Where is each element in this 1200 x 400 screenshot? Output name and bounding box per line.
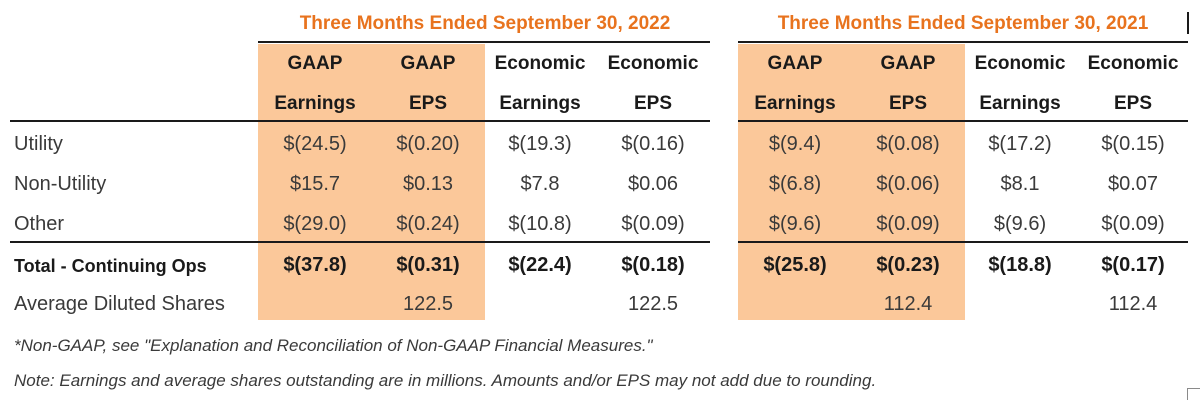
- header-rule-right: [738, 120, 1188, 122]
- corner-marker: [1187, 388, 1200, 400]
- cell: $(29.0): [283, 213, 347, 235]
- cell: $(6.8): [768, 173, 822, 195]
- total-rule-right: [738, 241, 1188, 243]
- col-header-econ-earnings-2022: Economic: [494, 53, 586, 74]
- cell: $7.8: [520, 173, 560, 195]
- col-subheader-econ-eps-2022: EPS: [633, 93, 673, 114]
- period-title-2021: Three Months Ended September 30, 2021: [777, 13, 1149, 34]
- row-label-utility: Utility: [14, 133, 63, 155]
- cell: $(37.8): [283, 254, 347, 276]
- cell: $(0.09): [1101, 213, 1165, 235]
- cell: $(9.4): [768, 133, 822, 155]
- cell: 122.5: [402, 293, 454, 315]
- cell: $0.07: [1107, 173, 1159, 195]
- cell: $(0.15): [1101, 133, 1165, 155]
- period-rule-2021: [738, 41, 1188, 43]
- col-header-econ-eps-2021: Economic: [1087, 53, 1179, 74]
- cell: $(0.09): [621, 213, 685, 235]
- col-subheader-econ-eps-2021: EPS: [1113, 93, 1153, 114]
- cell: $(25.8): [763, 254, 827, 276]
- cell: $15.7: [289, 173, 341, 195]
- footnote-units-rounding: Note: Earnings and average shares outsta…: [14, 371, 877, 390]
- col-header-gaap-eps-2021: GAAP: [880, 53, 936, 74]
- col-subheader-econ-earnings-2021: Earnings: [979, 93, 1061, 114]
- cell: 122.5: [627, 293, 679, 315]
- cell: $0.13: [402, 173, 454, 195]
- cell: $(0.23): [876, 254, 940, 276]
- total-rule-left: [10, 241, 710, 243]
- header-rule-left: [10, 120, 710, 122]
- cell: $(9.6): [768, 213, 822, 235]
- cell: $(22.4): [508, 254, 572, 276]
- col-header-gaap-eps-2022: GAAP: [400, 53, 456, 74]
- cell: $(0.31): [396, 254, 460, 276]
- cell: 112.4: [1108, 293, 1158, 315]
- right-edge-marker: [1187, 12, 1189, 34]
- col-subheader-gaap-eps-2021: EPS: [888, 93, 928, 114]
- col-header-gaap-earnings-2021: GAAP: [767, 53, 823, 74]
- cell: $0.06: [627, 173, 679, 195]
- period-rule-2022: [258, 41, 710, 43]
- cell: $(0.17): [1101, 254, 1165, 276]
- footnote-non-gaap: *Non-GAAP, see "Explanation and Reconcil…: [14, 336, 653, 355]
- col-subheader-gaap-eps-2022: EPS: [408, 93, 448, 114]
- gaap-2021-highlight: [738, 44, 965, 320]
- cell: $(0.06): [876, 173, 940, 195]
- row-label-non-utility: Non-Utility: [14, 173, 107, 195]
- cell: $(0.24): [396, 213, 460, 235]
- cell: $(10.8): [508, 213, 572, 235]
- cell: $8.1: [1000, 173, 1040, 195]
- row-label-other: Other: [14, 213, 65, 235]
- cell: $(0.16): [621, 133, 685, 155]
- cell: $(0.20): [396, 133, 460, 155]
- col-subheader-gaap-earnings-2022: Earnings: [274, 93, 356, 114]
- cell: 112.4: [883, 293, 933, 315]
- period-title-2022: Three Months Ended September 30, 2022: [299, 13, 671, 34]
- cell: $(19.3): [508, 133, 572, 155]
- cell: $(18.8): [988, 254, 1052, 276]
- col-header-gaap-earnings-2022: GAAP: [287, 53, 343, 74]
- col-header-econ-eps-2022: Economic: [607, 53, 699, 74]
- col-header-econ-earnings-2021: Economic: [974, 53, 1066, 74]
- row-label-average-diluted-shares: Average Diluted Shares: [14, 293, 225, 315]
- cell: $(17.2): [988, 133, 1052, 155]
- cell: $(9.6): [993, 213, 1047, 235]
- cell: $(0.18): [621, 254, 685, 276]
- col-subheader-econ-earnings-2022: Earnings: [499, 93, 581, 114]
- cell: $(24.5): [283, 133, 347, 155]
- gaap-2022-highlight: [258, 44, 485, 320]
- col-subheader-gaap-earnings-2021: Earnings: [754, 93, 836, 114]
- cell: $(0.08): [876, 133, 940, 155]
- cell: $(0.09): [876, 213, 940, 235]
- row-label-total: Total - Continuing Ops: [14, 256, 207, 276]
